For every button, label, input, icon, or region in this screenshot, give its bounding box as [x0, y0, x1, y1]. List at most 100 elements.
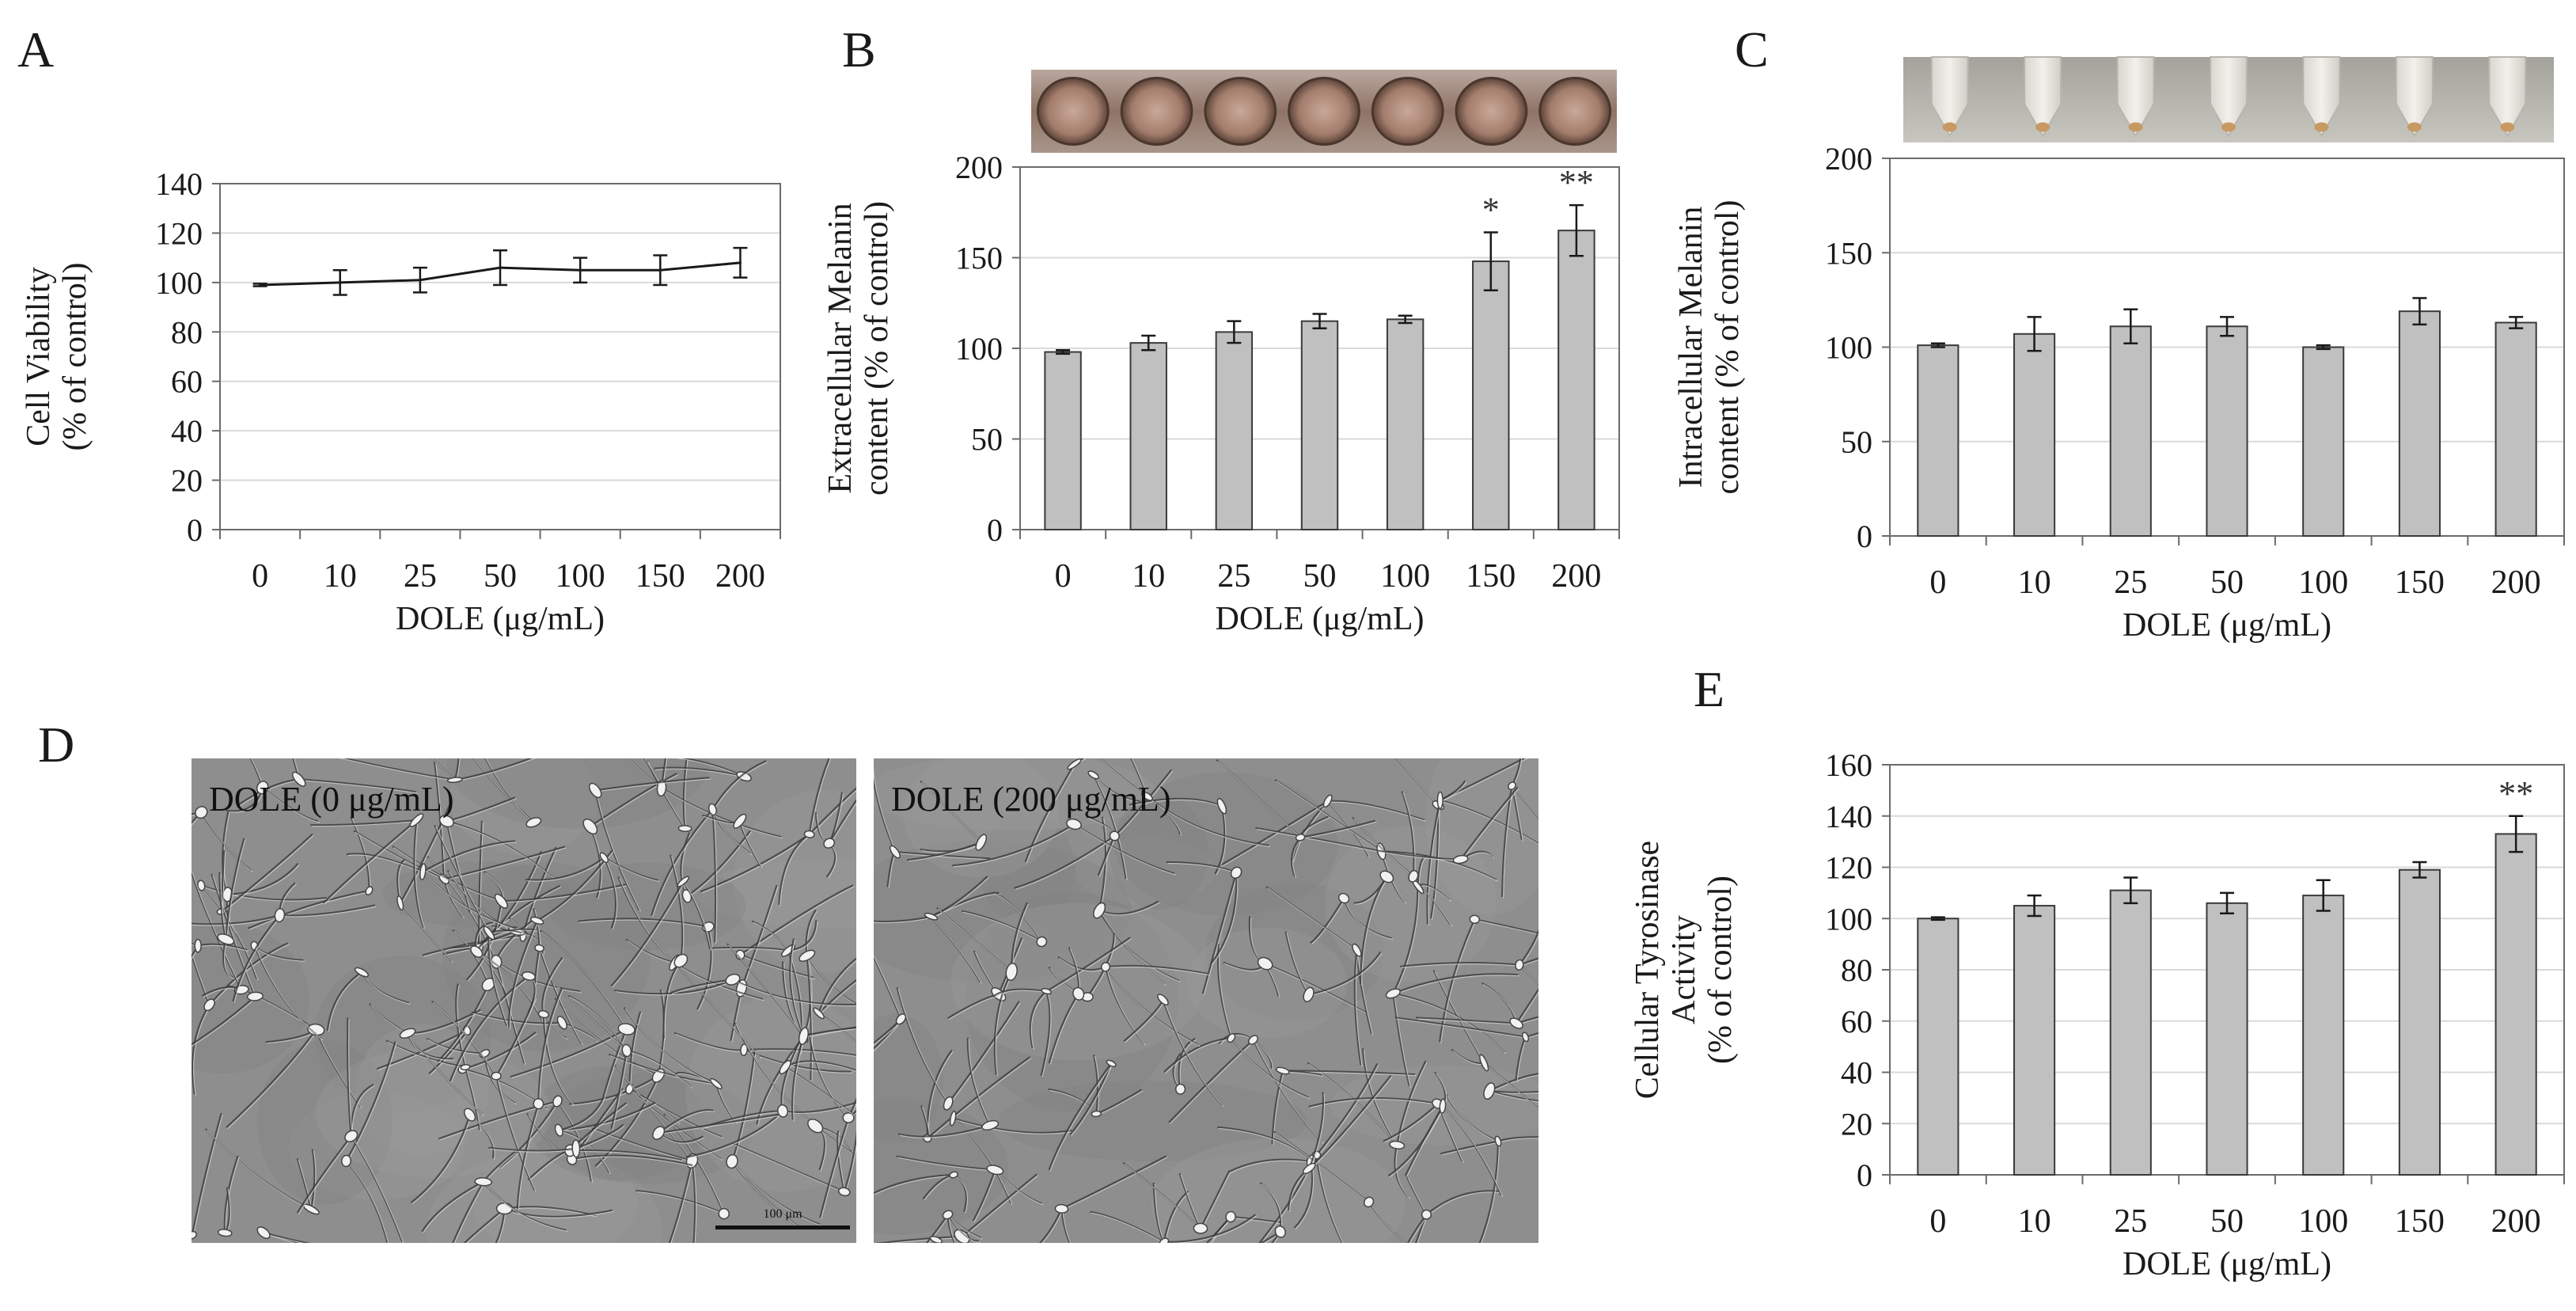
cell-body [842, 1112, 855, 1123]
dendrite-highlight [819, 1013, 856, 1044]
dendrite [1073, 758, 1085, 766]
dendrite-highlight [206, 1130, 313, 1211]
dendrite [1255, 826, 1382, 853]
dendrite-highlight [1328, 801, 1371, 858]
cell-body [1479, 1054, 1489, 1072]
dendrite-highlight [742, 886, 779, 990]
dendrite-highlight [445, 847, 567, 881]
cell-body [274, 908, 286, 923]
dendrite-highlight [628, 1051, 693, 1089]
bar [1129, 342, 1167, 530]
y-tick-label: 80 [171, 314, 203, 350]
dendrite-highlight [1344, 899, 1394, 940]
dendrite [1516, 987, 1538, 1024]
dendrite-highlight [733, 1162, 802, 1229]
dendrite [292, 758, 300, 780]
dendrite-highlight [438, 985, 491, 1063]
shade [450, 758, 599, 854]
cell-body [1385, 988, 1401, 999]
dendrite [1426, 800, 1441, 925]
dendrite [685, 1110, 783, 1158]
cell-body [1087, 770, 1099, 780]
dendrite [322, 819, 418, 904]
dendrite-highlight [928, 1215, 950, 1243]
cell-body [1379, 870, 1394, 884]
dendrite-highlight [1490, 1074, 1538, 1093]
dendrite [947, 1214, 956, 1243]
dendrite-highlight [1409, 1215, 1428, 1243]
dendrite [421, 1180, 484, 1233]
dendrite-highlight [1394, 994, 1412, 1088]
cell-body [1337, 892, 1350, 904]
panel-letter-b: B [842, 21, 876, 78]
bar [1557, 230, 1595, 530]
dendrite-highlight [612, 1051, 628, 1130]
bar [2013, 905, 2056, 1176]
cell-body [949, 1171, 958, 1179]
cell-body [673, 953, 689, 968]
dendrite-highlight [675, 963, 762, 1059]
bar [2206, 325, 2248, 537]
dendrite [237, 778, 299, 806]
y-tick-label: 140 [155, 166, 203, 202]
panel-letter-e: E [1694, 661, 1724, 717]
dendrite-highlight [675, 758, 745, 778]
dendrite-highlight [1231, 1039, 1311, 1100]
dendrite [422, 840, 516, 873]
dendrite-highlight [804, 1028, 856, 1038]
dendrite [711, 809, 717, 943]
dendrite-highlight [1230, 1160, 1313, 1174]
dendrite-highlight [455, 758, 461, 781]
panel-letter-c: C [1735, 21, 1769, 78]
dendrite-highlight [636, 1191, 726, 1216]
shade [1114, 772, 1338, 916]
dendrite [1383, 1103, 1439, 1142]
dendrite-highlight [1041, 992, 1052, 1077]
dendrite-highlight [1353, 818, 1415, 878]
dendrite [488, 933, 508, 1027]
dendrite [310, 1149, 316, 1210]
dendrite [200, 884, 327, 901]
x-tick-label: 200 [1551, 558, 1601, 595]
dendrite [1478, 1141, 1500, 1243]
cell-body [1275, 1066, 1290, 1075]
cell-body [1100, 962, 1111, 972]
dendrite [1271, 1070, 1284, 1145]
dendrite [1210, 872, 1238, 964]
dendrite [569, 1074, 659, 1105]
x-tick-label: 25 [2114, 1203, 2147, 1240]
dendrite-highlight [1130, 799, 1224, 808]
cell-body [621, 1043, 632, 1058]
dendrite-highlight [993, 990, 1048, 998]
dendrite [819, 1117, 850, 1218]
dendrite-highlight [819, 960, 856, 1015]
dendrite [660, 758, 667, 788]
dendrite-highlight [1015, 836, 1117, 890]
cell-body [203, 998, 215, 1012]
cell-body [1494, 1135, 1502, 1147]
dendrite-highlight [1369, 1203, 1406, 1243]
dendrite-highlight [733, 1162, 822, 1226]
cell-body [1041, 987, 1053, 995]
cell-body [195, 806, 208, 819]
dendrite-highlight [1026, 765, 1076, 864]
dendrite-highlight [294, 758, 301, 781]
y-tick-label: 50 [1841, 424, 1872, 460]
dendrite-highlight [192, 997, 257, 1047]
dendrite [1163, 1214, 1257, 1243]
dendrite [1029, 990, 1047, 1049]
dendrite-highlight [713, 762, 768, 811]
dendrite [310, 819, 417, 826]
dendrite-highlight [1440, 758, 1529, 802]
cell-body [1452, 854, 1469, 864]
dendrite-highlight [1094, 775, 1142, 804]
shade [874, 840, 1132, 983]
significance-marker: ** [1559, 163, 1594, 202]
dendrite-highlight [1441, 800, 1538, 846]
dendrite-highlight [1461, 788, 1519, 861]
shade [548, 862, 746, 951]
dendrite [1459, 786, 1519, 861]
panel-letter-d: D [38, 716, 74, 773]
dendrite-highlight [1276, 781, 1383, 853]
micrograph-label: DOLE (0 μg/mL) [209, 780, 454, 819]
